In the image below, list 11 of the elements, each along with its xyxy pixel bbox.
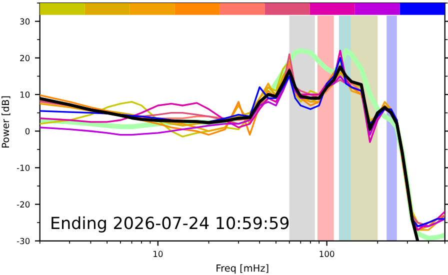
y-tick-label: 30 [20, 18, 30, 25]
x-tick-label: 100 [320, 250, 334, 258]
y-axis-title: Power [dB] [2, 96, 10, 148]
y-tick-label: 0 [25, 128, 30, 134]
y-tick-label: -10 [16, 164, 30, 171]
y-tick-label: -20 [16, 201, 30, 208]
y-tick-label: 10 [20, 91, 30, 98]
annotation: Ending 2026-07-24 10:59:59 [52, 216, 289, 232]
x-axis-title: Freq [mHz] [216, 264, 268, 274]
y-tick-label: -30 [16, 238, 30, 244]
y-tick-label: 20 [20, 54, 30, 62]
